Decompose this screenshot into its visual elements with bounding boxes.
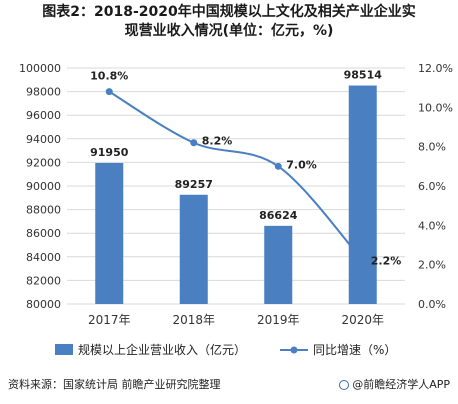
growth-point (274, 162, 282, 170)
y-right-tick-label: 6.0% (418, 180, 446, 193)
y-right-tick-label: 12.0% (418, 62, 453, 75)
growth-data-label: 7.0% (286, 158, 317, 171)
x-tick-label: 2018年 (172, 313, 215, 327)
x-tick-label: 2020年 (341, 313, 384, 327)
y-right-tick-label: 8.0% (418, 141, 446, 154)
growth-data-label: 10.8% (90, 70, 128, 83)
y-left-tick-label: 98000 (26, 86, 61, 99)
legend-bar-swatch (55, 344, 73, 355)
y-right-tick-label: 2.0% (418, 259, 446, 272)
growth-data-label: 8.2% (202, 135, 233, 148)
bar (179, 194, 208, 304)
y-left-tick-label: 96000 (26, 109, 61, 122)
growth-line (108, 90, 364, 262)
bar-data-label: 91950 (90, 146, 129, 159)
source-note: 资料来源：国家统计局 前瞻产业研究院整理 (8, 378, 221, 391)
bar (95, 162, 124, 304)
y-left-tick-label: 82000 (26, 274, 61, 287)
bar-data-label: 86624 (259, 209, 298, 222)
chart-title: 图表2：2018-2020年中国规模以上文化及相关产业企业实 现营业收入情况(单… (0, 3, 458, 41)
legend-line-marker (290, 346, 298, 354)
y-right-tick-label: 4.0% (418, 219, 446, 232)
brand-label: @前瞻经济学人APP (352, 378, 450, 391)
legend-line-label: 同比增速（%） (313, 343, 396, 357)
y-left-tick-label: 90000 (26, 180, 61, 193)
bar-data-label: 89257 (175, 178, 213, 191)
growth-point (105, 88, 113, 96)
x-tick-label: 2017年 (88, 313, 131, 327)
bar-data-label: 98514 (344, 69, 383, 82)
brand-logo-icon (339, 380, 350, 390)
legend-bar-label: 规模以上企业营业收入（亿元） (78, 342, 246, 357)
bar (348, 85, 377, 305)
y-right-tick-label: 0.0% (418, 298, 446, 311)
y-left-tick-label: 80000 (26, 298, 61, 311)
y-left-tick-label: 86000 (26, 227, 61, 240)
y-right-tick-label: 10.0% (418, 101, 453, 114)
growth-point (359, 257, 367, 265)
chart-title-line1: 图表2：2018-2020年中国规模以上文化及相关产业企业实 (42, 4, 416, 20)
brand-watermark: @前瞻经济学人APP (339, 376, 450, 392)
bar (264, 225, 293, 304)
y-left-tick-label: 92000 (26, 156, 61, 169)
y-left-tick-label: 100000 (19, 62, 61, 75)
growth-point (190, 139, 198, 147)
y-left-tick-label: 94000 (26, 133, 61, 146)
y-left-tick-label: 88000 (26, 204, 61, 217)
chart-title-line2: 现营业收入情况(单位：亿元，%) (124, 23, 334, 39)
y-left-tick-label: 84000 (26, 251, 61, 264)
x-tick-label: 2019年 (257, 313, 300, 327)
growth-data-label: 2.2% (371, 255, 402, 268)
